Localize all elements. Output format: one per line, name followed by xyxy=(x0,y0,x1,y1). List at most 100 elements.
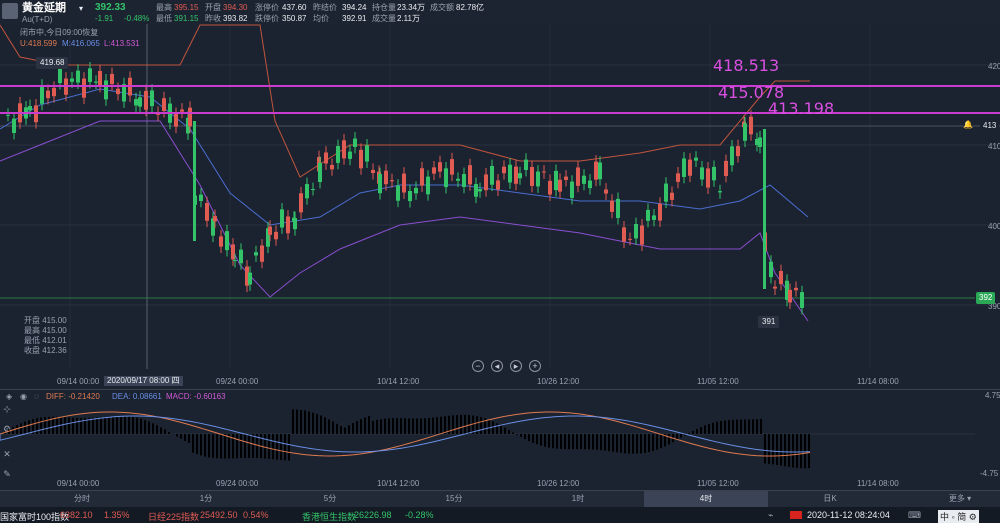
macd-bar xyxy=(716,421,718,434)
boll-upper-value: U:418.599 xyxy=(20,39,57,48)
candle-body xyxy=(110,73,114,85)
macd-bar xyxy=(124,416,126,434)
candlestick-chart[interactable]: 闭市中,今日09:00恢复 U:418.599 M:416.065 L:413.… xyxy=(0,24,1000,389)
keyboard-icon[interactable]: ⌨ xyxy=(908,510,921,520)
candle-body xyxy=(450,159,454,175)
candle-body xyxy=(426,176,430,195)
period-tab-1hour[interactable]: 1时 xyxy=(571,494,585,503)
macd-bar xyxy=(276,434,278,460)
macd-bar xyxy=(340,426,342,434)
candle-body xyxy=(518,173,522,179)
candle-body xyxy=(219,236,223,247)
candle-body xyxy=(490,166,494,185)
candle-body xyxy=(324,152,328,164)
hline-label[interactable]: 413.198 xyxy=(768,99,835,118)
boll-lower-line xyxy=(0,120,809,322)
macd-bar xyxy=(724,420,726,434)
scroll-right-button[interactable]: ▸ xyxy=(510,360,522,372)
macd-bar xyxy=(180,434,182,439)
macd-bar xyxy=(56,416,58,434)
candle-body xyxy=(12,118,16,133)
macd-bar xyxy=(768,434,770,464)
macd-bar xyxy=(64,417,66,434)
period-tab-daily[interactable]: 日K xyxy=(823,494,837,503)
more-periods-button[interactable]: 更多 ▾ xyxy=(948,494,972,503)
pen-tool-icon[interactable]: ✎ xyxy=(3,469,11,479)
candle-body xyxy=(365,145,369,162)
time-tick: 09/24 00:00 xyxy=(216,377,259,386)
macd-bar xyxy=(400,418,402,434)
macd-bar xyxy=(600,434,602,451)
macd-toggle-icon[interactable]: ◉ xyxy=(20,392,27,401)
candle-body xyxy=(286,216,290,234)
macd-bar xyxy=(544,434,546,447)
instrument-logo xyxy=(2,3,18,19)
ticker-name[interactable]: 国家富时100指数 xyxy=(0,512,70,522)
period-tab-15min[interactable]: 15分 xyxy=(445,494,463,503)
hline-label[interactable]: 415.078 xyxy=(718,83,785,102)
crosshair-tool-icon[interactable]: ✕ xyxy=(3,449,11,459)
candle-body xyxy=(371,169,375,174)
macd-settings-icon[interactable]: ◈ xyxy=(6,392,13,401)
macd-bar xyxy=(596,434,598,450)
macd-bar xyxy=(796,434,798,468)
macd-bar xyxy=(780,434,782,466)
network-icon[interactable]: ⌁ xyxy=(768,510,774,520)
candle-body xyxy=(396,185,400,201)
boll-lower-value: L:413.531 xyxy=(104,39,140,48)
candle-body xyxy=(670,192,674,200)
macd-bar xyxy=(160,427,162,434)
macd-bar xyxy=(452,415,454,434)
macd-bar xyxy=(412,418,414,434)
period-tab-4hour[interactable]: 4时 xyxy=(644,491,768,507)
macd-bar xyxy=(384,418,386,434)
period-tab-1min[interactable]: 1分 xyxy=(199,494,213,503)
macd-bar xyxy=(684,434,686,436)
candle-body xyxy=(800,292,804,308)
ime-indicator[interactable]: 中 ◦ 简 ⚙ xyxy=(938,510,979,523)
bell-alert-icon[interactable]: 🔔 xyxy=(963,120,973,129)
zoom-in-button[interactable]: + xyxy=(529,360,541,372)
period-tab-5min[interactable]: 5分 xyxy=(323,494,337,503)
macd-bar xyxy=(88,417,90,434)
macd-bar xyxy=(760,418,762,434)
candle-body xyxy=(330,164,334,170)
scroll-left-button[interactable]: ◂ xyxy=(491,360,503,372)
candle-body xyxy=(769,261,773,278)
candle-body xyxy=(231,244,235,260)
boll-mid-value: M:416.065 xyxy=(62,39,100,48)
macd-bar xyxy=(300,409,302,434)
zoom-out-button[interactable]: − xyxy=(472,360,484,372)
macd-bar xyxy=(476,416,478,434)
candle-body xyxy=(280,209,284,228)
macd-bar xyxy=(344,427,346,434)
macd-bar xyxy=(560,434,562,449)
macd-bar xyxy=(592,434,594,450)
macd-bar xyxy=(588,434,590,450)
period-tab-timeshare[interactable]: 分时 xyxy=(74,494,90,503)
macd-bar xyxy=(772,434,774,465)
candle-body xyxy=(144,90,148,110)
stat-label: 跌停价 xyxy=(255,14,279,23)
candle-body xyxy=(749,116,753,135)
macd-panel[interactable]: ◈ ◉ ◌ DIFF: -0.21420 DEA: 0.08661 MACD: … xyxy=(0,389,1000,490)
ticker-name[interactable]: 香港恒生指数 xyxy=(302,512,357,522)
instrument-name[interactable]: 黄金延期 xyxy=(22,2,66,14)
macd-bar xyxy=(244,434,246,458)
macd-bar xyxy=(528,434,530,441)
macd-bar xyxy=(16,425,18,434)
candle-body xyxy=(664,183,668,202)
settings-tool-icon[interactable]: ⚙ xyxy=(2,424,12,434)
cursor-tool-icon[interactable]: ⊹ xyxy=(3,404,11,414)
macd-close-icon[interactable]: ◌ xyxy=(34,392,39,401)
macd-bar xyxy=(84,418,86,434)
ticker-name[interactable]: 日经225指数 xyxy=(148,512,200,522)
macd-bar xyxy=(108,416,110,434)
macd-bar xyxy=(564,434,566,450)
macd-bar xyxy=(488,419,490,434)
dea-line xyxy=(0,415,811,453)
hline-label[interactable]: 418.513 xyxy=(713,56,780,75)
dropdown-caret-icon[interactable]: ▾ xyxy=(79,4,84,13)
macd-bar xyxy=(680,434,682,438)
macd-bar xyxy=(468,415,470,434)
